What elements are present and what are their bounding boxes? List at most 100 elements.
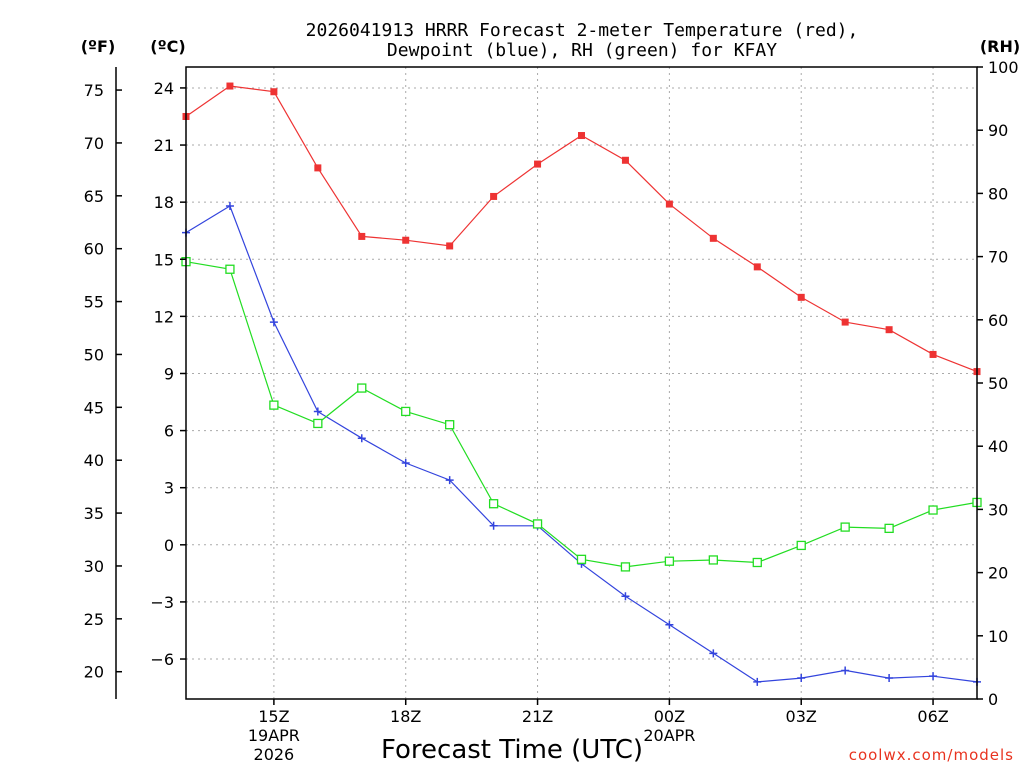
plot-frame <box>185 66 978 700</box>
rh-point <box>840 522 850 532</box>
dewpoint-point <box>841 666 850 675</box>
celsius-tick-label: 9 <box>164 364 174 383</box>
temperature-line <box>185 85 978 373</box>
rh-point <box>357 383 367 393</box>
celsius-tick-label: 12 <box>154 307 174 326</box>
temperature-point <box>446 242 454 250</box>
celsius-tick-label: −6 <box>150 650 174 669</box>
celsius-tick-label: 6 <box>164 422 174 441</box>
x-tick-label: 03Z <box>786 707 817 726</box>
celsius-tick-label: 24 <box>154 79 174 98</box>
x-tick-label: 00Z <box>654 707 685 726</box>
rh-point <box>708 555 718 565</box>
gridlines <box>186 67 977 699</box>
dewpoint-point <box>445 476 454 485</box>
fahrenheit-axis-ticks: 75 70 65 60 55 50 45 40 35 30 25 20 <box>84 81 122 682</box>
temperature-point <box>490 192 498 200</box>
temperature-point <box>578 132 585 140</box>
rh-tick-label: 80 <box>988 184 1008 203</box>
dewpoint-point <box>401 458 410 467</box>
rh-point <box>796 540 806 551</box>
celsius-tick-label: 0 <box>164 536 174 555</box>
x-tick-date-label: 19APR <box>248 726 300 745</box>
celsius-unit-label: (ºC) <box>150 37 185 56</box>
dewpoint-point <box>621 592 630 601</box>
fahrenheit-tick-label: 55 <box>84 293 104 312</box>
x-tick-label: 21Z <box>522 707 553 726</box>
x-tick-label: 15Z <box>258 707 289 726</box>
rh-tick-label: 90 <box>988 121 1008 140</box>
rh-point <box>401 406 411 417</box>
fahrenheit-tick-label: 70 <box>84 134 104 153</box>
rh-line <box>185 261 978 568</box>
rh-point <box>445 420 455 430</box>
x-tick-label: 18Z <box>390 707 421 726</box>
x-tick-year-label: 2026 <box>254 745 295 764</box>
rh-tick-label: 40 <box>988 437 1008 456</box>
dewpoint-point <box>269 318 278 327</box>
celsius-tick-label: 15 <box>154 250 174 269</box>
dewpoint-point <box>357 434 366 443</box>
dewpoint-point <box>489 521 498 530</box>
site-credit: coolwx.com/models <box>849 746 1014 764</box>
fahrenheit-tick-label: 60 <box>84 240 104 259</box>
dewpoint-point <box>929 672 938 681</box>
rh-point <box>532 519 543 529</box>
fahrenheit-tick-label: 20 <box>84 663 104 682</box>
rh-tick-label: 60 <box>988 311 1008 330</box>
dewpoint-point <box>665 620 674 629</box>
rh-point <box>620 562 631 572</box>
temperature-point <box>358 232 366 240</box>
fahrenheit-tick-label: 45 <box>84 398 104 417</box>
rh-tick-label: 30 <box>988 500 1008 519</box>
celsius-tick-label: 21 <box>154 136 174 155</box>
dewpoint-point <box>885 674 894 683</box>
fahrenheit-tick-label: 65 <box>84 187 104 206</box>
celsius-tick-label: 3 <box>164 479 174 498</box>
rh-point <box>313 418 323 429</box>
temperature-point <box>885 326 893 334</box>
temperature-point <box>841 318 849 326</box>
dewpoint-point <box>709 649 718 658</box>
series-layer <box>181 82 982 686</box>
rh-point <box>928 505 938 515</box>
x-tick-label: 06Z <box>917 707 948 726</box>
rh-point <box>752 557 762 568</box>
chart-title-line1: 2026041913 HRRR Forecast 2-meter Tempera… <box>306 20 859 41</box>
rh-point <box>884 523 894 534</box>
dewpoint-point <box>753 677 762 686</box>
rh-tick-label: 20 <box>988 564 1008 583</box>
temperature-point <box>226 82 234 90</box>
rh-point <box>488 499 499 509</box>
rh-axis-ticks: 0 10 20 30 40 50 60 70 80 90 100 <box>977 58 1019 709</box>
rh-point <box>225 264 235 274</box>
celsius-axis-ticks: 24 21 18 15 12 9 6 3 0 −3 −6 <box>150 79 186 669</box>
temperature-point <box>797 293 805 301</box>
fahrenheit-tick-label: 75 <box>84 81 104 100</box>
fahrenheit-tick-label: 30 <box>84 557 104 576</box>
dewpoint-line <box>185 205 978 683</box>
rh-tick-label: 50 <box>988 374 1008 393</box>
temperature-point <box>929 350 937 358</box>
dewpoint-point <box>313 407 322 416</box>
temperature-point <box>270 88 278 96</box>
temperature-point <box>534 160 542 168</box>
fahrenheit-tick-label: 50 <box>84 345 104 364</box>
rh-tick-label: 0 <box>988 690 998 709</box>
rh-unit-label: (RH) <box>980 37 1020 56</box>
rh-tick-label: 10 <box>988 627 1008 646</box>
fahrenheit-tick-label: 40 <box>84 451 104 470</box>
temperature-point <box>314 164 322 172</box>
rh-point <box>576 554 587 564</box>
dewpoint-point <box>225 201 234 210</box>
x-axis-title: Forecast Time (UTC) <box>381 735 643 765</box>
temperature-point <box>709 234 717 242</box>
temperature-point <box>665 200 673 208</box>
chart-title-line2: Dewpoint (blue), RH (green) for KFAY <box>387 40 777 61</box>
dewpoint-point <box>797 674 806 683</box>
temperature-point <box>621 156 629 164</box>
rh-point <box>269 400 279 410</box>
fahrenheit-unit-label: (ºF) <box>81 37 116 56</box>
